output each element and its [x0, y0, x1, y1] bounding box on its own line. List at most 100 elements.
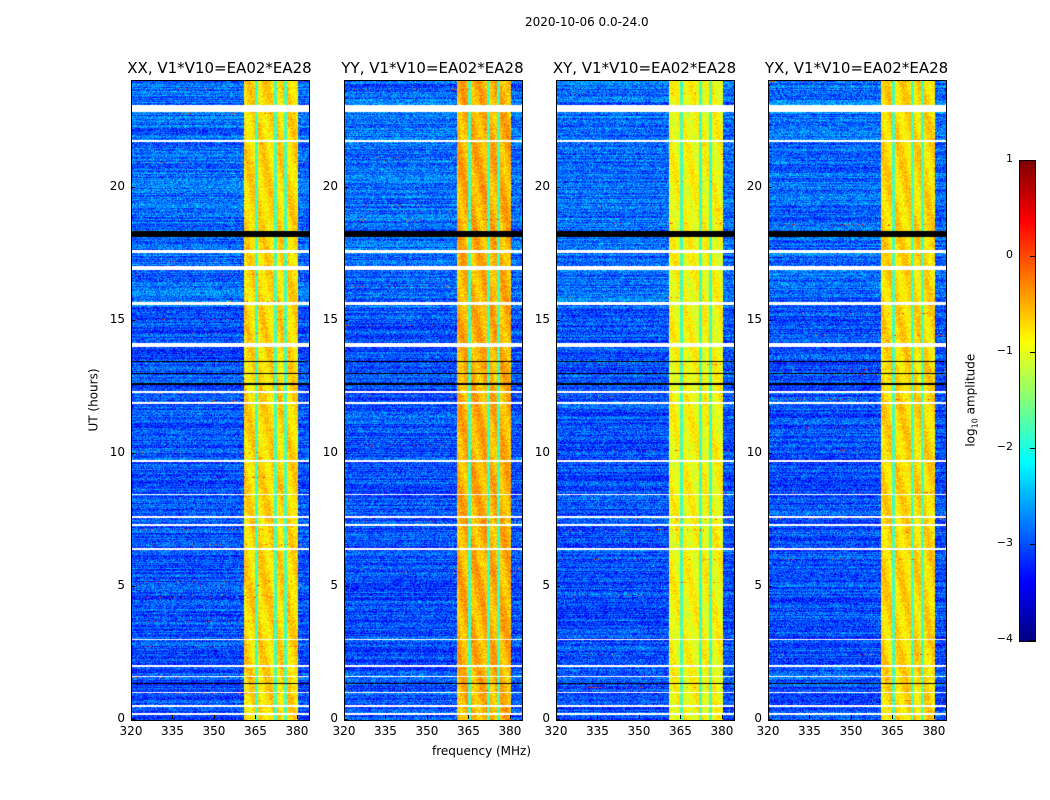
y-tick-mark — [344, 719, 348, 720]
colorbar-gradient — [1020, 161, 1035, 641]
x-tick-label: 380 — [710, 724, 734, 738]
colorbar-tick-mark — [1030, 640, 1035, 641]
y-tick-mark — [556, 452, 560, 454]
y-tick-label: 0 — [754, 711, 762, 725]
x-tick-mark — [933, 715, 935, 719]
colorbar-tick-mark — [1030, 448, 1035, 449]
x-tick-mark — [721, 715, 723, 719]
x-tick-mark — [131, 715, 132, 719]
y-tick-mark — [556, 719, 560, 720]
y-tick-label: 15 — [322, 311, 338, 326]
y-tick-mark — [556, 319, 560, 321]
x-tick-mark — [213, 715, 215, 719]
y-tick-label: 0 — [542, 711, 550, 725]
colorbar-tick-mark — [1030, 352, 1035, 353]
colorbar-tick-label: −2 — [996, 440, 1013, 453]
x-tick-mark — [768, 715, 769, 719]
x-tick-mark — [385, 715, 387, 719]
panel-title: YX, V1*V10=EA02*EA28 — [764, 59, 949, 77]
colorbar-tick-label: 0 — [1006, 248, 1013, 261]
spectrogram-image — [132, 81, 309, 720]
y-axis-label: UT (hours) — [86, 368, 101, 432]
spectrogram-image — [557, 81, 734, 720]
x-tick-label: 380 — [922, 724, 946, 738]
y-tick-mark — [131, 585, 135, 587]
y-tick-mark — [131, 719, 135, 720]
panel-title: XX, V1*V10=EA02*EA28 — [127, 59, 312, 77]
x-tick-label: 320 — [332, 724, 356, 738]
y-tick-label: 5 — [330, 577, 338, 592]
y-tick-mark — [131, 452, 135, 454]
colorbar-tick-mark — [1030, 256, 1035, 257]
y-tick-mark — [556, 585, 560, 587]
x-tick-label: 320 — [544, 724, 568, 738]
x-tick-label: 350 — [202, 724, 226, 738]
x-tick-label: 365 — [881, 724, 904, 738]
x-tick-label: 335 — [798, 724, 821, 738]
y-tick-mark — [768, 186, 772, 188]
spectrogram-panel — [768, 80, 947, 721]
colorbar-label: log10 amplitude — [963, 353, 980, 447]
y-tick-label: 10 — [109, 444, 125, 459]
x-tick-label: 365 — [457, 724, 480, 738]
spectrogram-panel — [344, 80, 523, 721]
x-tick-mark — [172, 715, 174, 719]
y-tick-label: 10 — [534, 444, 550, 459]
x-tick-mark — [892, 715, 894, 719]
y-tick-label: 0 — [117, 711, 125, 725]
panel-title: XY, V1*V10=EA02*EA28 — [552, 59, 737, 77]
y-tick-label: 20 — [746, 178, 762, 193]
y-tick-mark — [768, 452, 772, 454]
x-tick-mark — [638, 715, 640, 719]
y-tick-mark — [131, 319, 135, 321]
y-tick-mark — [344, 319, 348, 321]
x-tick-mark — [255, 715, 257, 719]
x-tick-label: 320 — [119, 724, 143, 738]
x-tick-mark — [426, 715, 428, 719]
y-tick-label: 5 — [117, 577, 125, 592]
y-tick-label: 20 — [534, 178, 550, 193]
colorbar — [1019, 160, 1036, 642]
y-tick-mark — [344, 452, 348, 454]
y-tick-label: 15 — [109, 311, 125, 326]
spectrogram-image — [769, 81, 946, 720]
x-tick-label: 335 — [586, 724, 609, 738]
x-tick-label: 365 — [244, 724, 267, 738]
y-tick-mark — [344, 186, 348, 188]
y-tick-label: 10 — [322, 444, 338, 459]
y-tick-mark — [768, 719, 772, 720]
x-tick-mark — [468, 715, 470, 719]
colorbar-tick-label: −4 — [996, 632, 1013, 645]
x-tick-mark — [344, 715, 345, 719]
colorbar-tick-label: −3 — [996, 536, 1013, 549]
x-tick-label: 365 — [669, 724, 692, 738]
y-tick-label: 0 — [330, 711, 338, 725]
y-tick-label: 20 — [322, 178, 338, 193]
colorbar-tick-mark — [1030, 544, 1035, 545]
x-tick-mark — [680, 715, 682, 719]
colorbar-tick-mark — [1030, 160, 1035, 161]
x-tick-label: 320 — [756, 724, 780, 738]
y-tick-mark — [768, 319, 772, 321]
x-tick-label: 335 — [374, 724, 397, 738]
y-tick-label: 5 — [754, 577, 762, 592]
x-tick-label: 350 — [839, 724, 863, 738]
panel-title: YY, V1*V10=EA02*EA28 — [341, 59, 524, 77]
y-tick-label: 15 — [746, 311, 762, 326]
y-tick-label: 5 — [542, 577, 550, 592]
x-tick-mark — [597, 715, 599, 719]
x-tick-label: 380 — [498, 724, 522, 738]
y-tick-label: 15 — [534, 311, 550, 326]
spectrogram-panel — [131, 80, 310, 721]
figure-title: 2020-10-06 0.0-24.0 — [525, 15, 649, 29]
x-axis-label: frequency (MHz) — [432, 744, 532, 758]
y-tick-mark — [556, 186, 560, 188]
x-tick-label: 350 — [415, 724, 439, 738]
spectrogram-panel — [556, 80, 735, 721]
y-tick-label: 20 — [109, 178, 125, 193]
x-tick-mark — [296, 715, 298, 719]
x-tick-mark — [850, 715, 852, 719]
colorbar-tick-label: 1 — [1006, 152, 1013, 165]
colorbar-tick-label: −1 — [996, 344, 1013, 357]
